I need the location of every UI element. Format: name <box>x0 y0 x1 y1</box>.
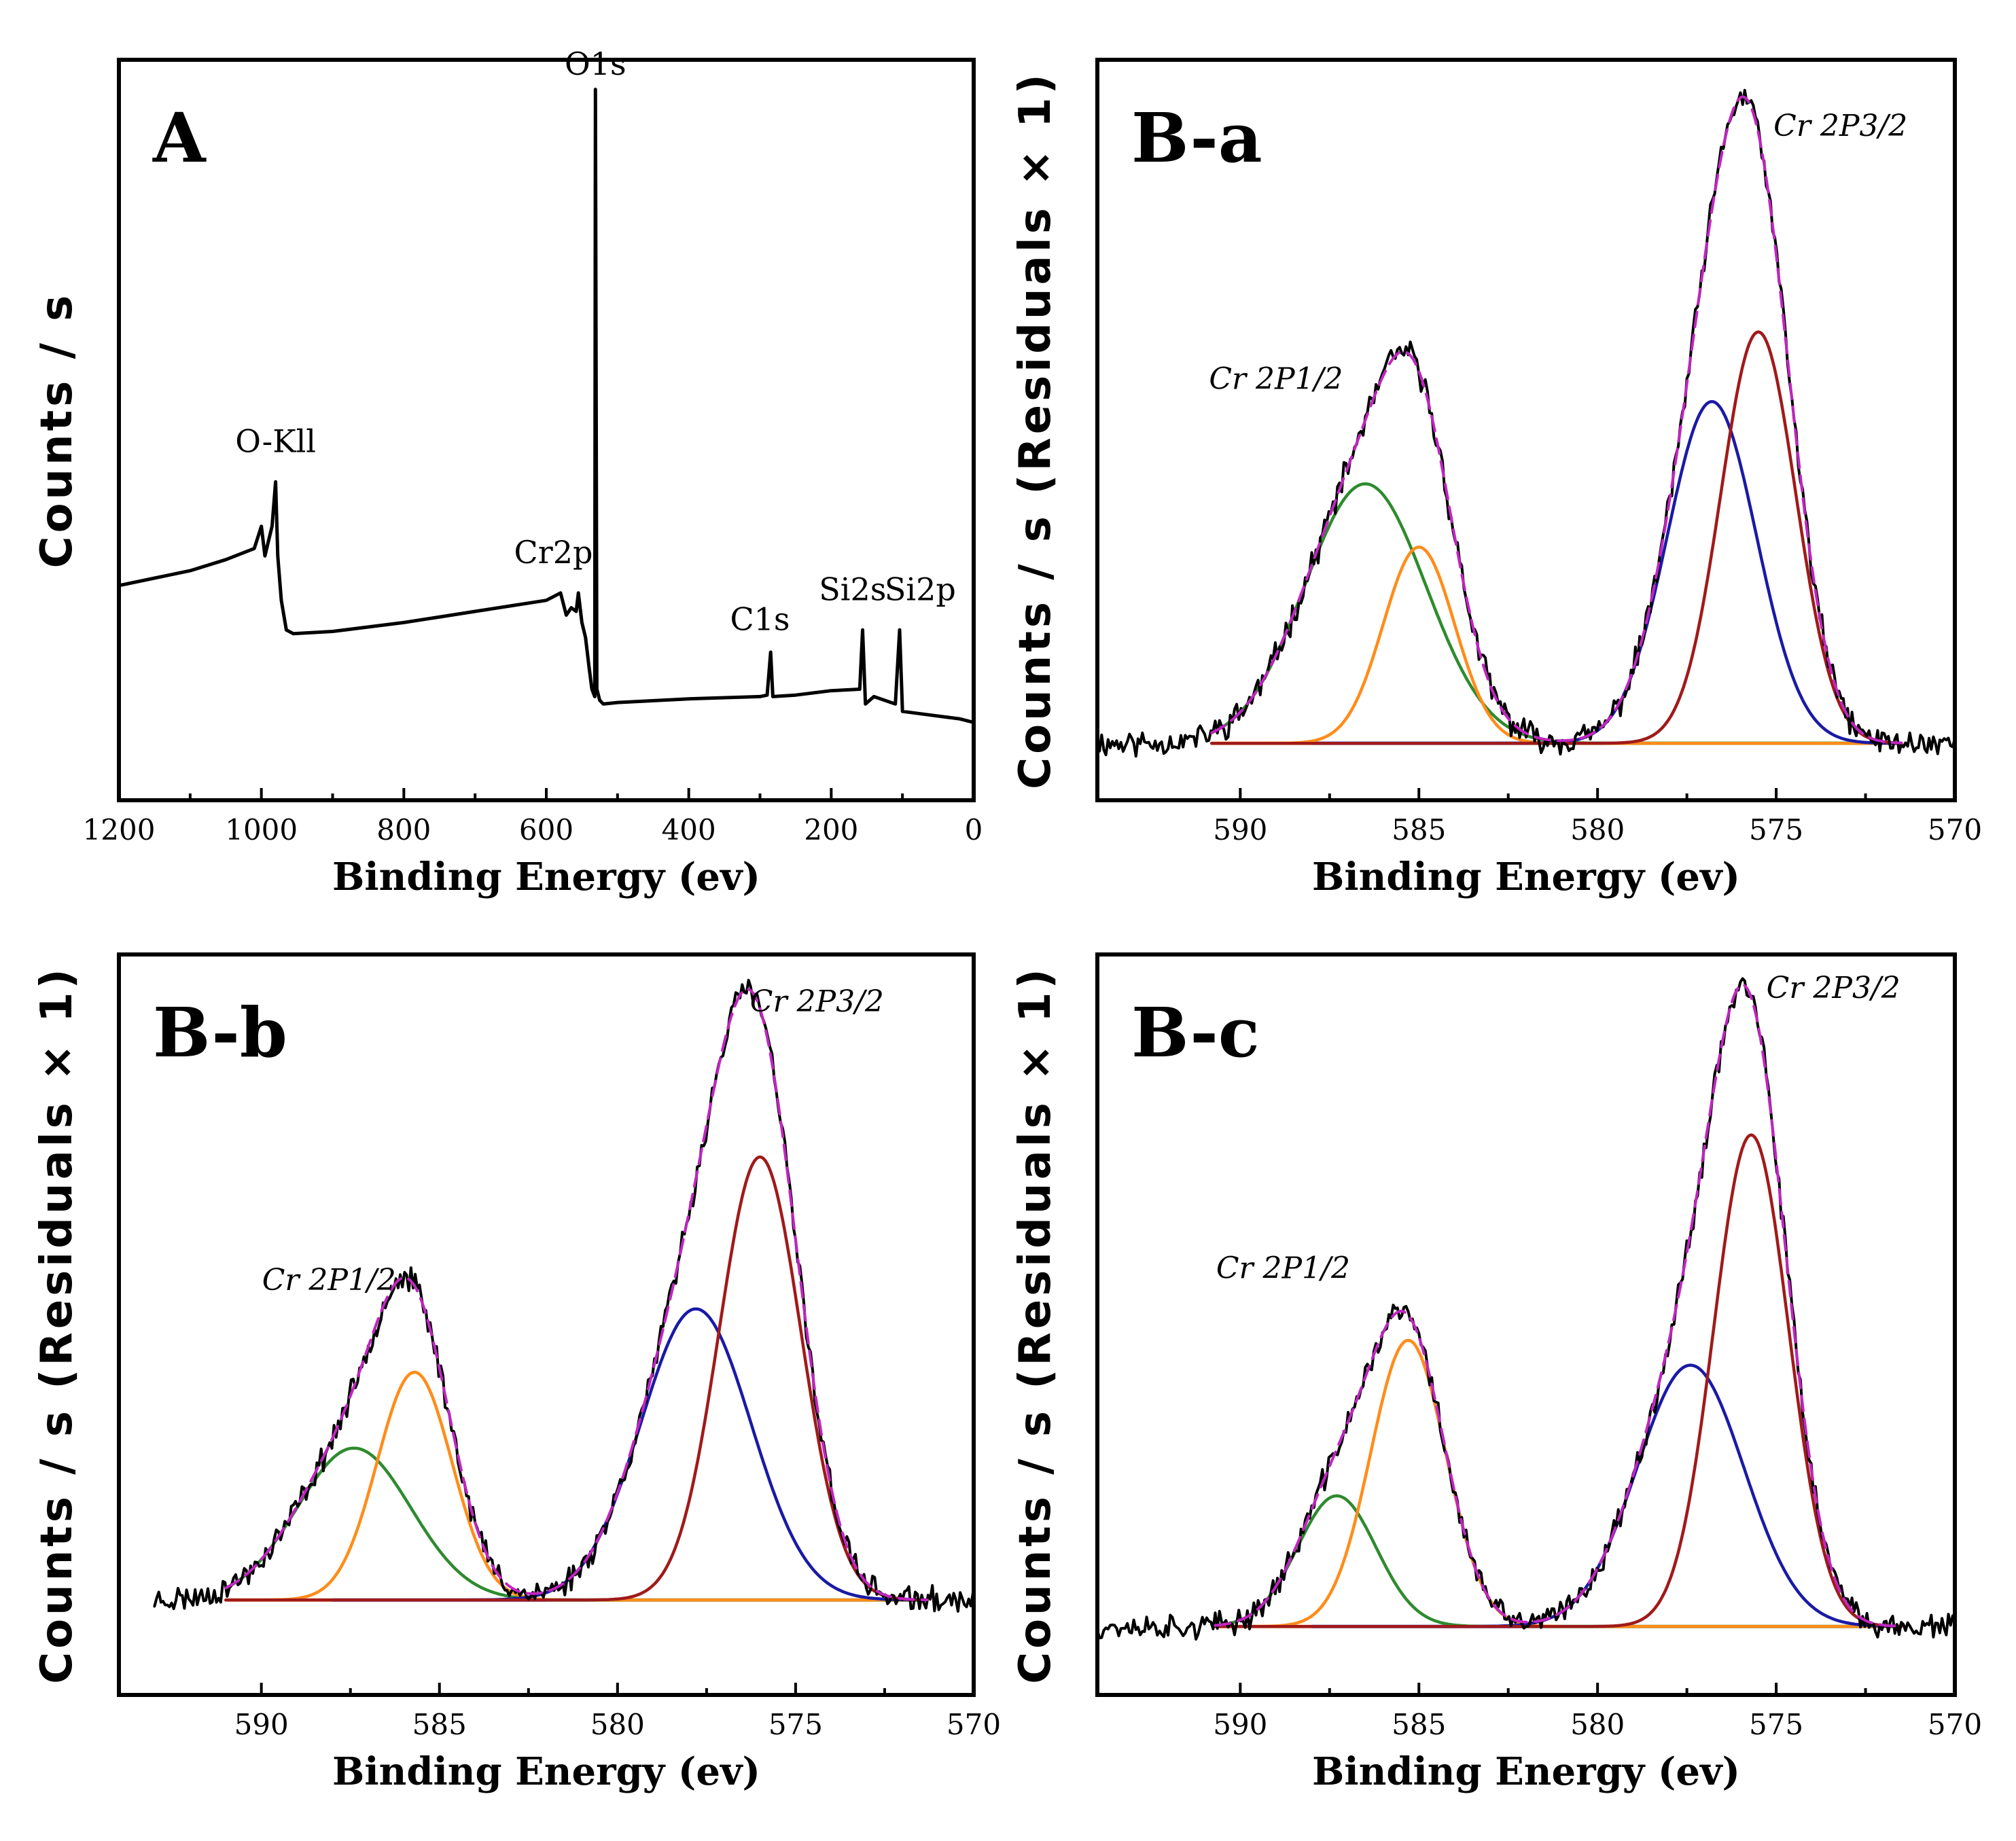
x-tick-label: 600 <box>519 813 573 846</box>
x-tick-label: 570 <box>947 1708 1001 1741</box>
x-tick-label: 1200 <box>83 813 156 846</box>
y-axis-label: Counts / s (Residuals × 1) <box>1010 965 1061 1684</box>
survey-spectrum-line <box>119 88 974 724</box>
x-tick-label: 570 <box>1928 813 1982 846</box>
peak-annotation: Cr 2P3/2 <box>750 984 884 1019</box>
peak-annotation: Cr 2P3/2 <box>1773 109 1907 143</box>
x-tick-label: 580 <box>590 1708 645 1741</box>
x-tick-label: 575 <box>768 1708 823 1741</box>
x-axis-label: Binding Energy (ev) <box>332 855 760 899</box>
x-tick-label: 580 <box>1570 1708 1625 1741</box>
x-tick-label: 1000 <box>225 813 298 846</box>
peak-annotation: O1s <box>565 46 626 82</box>
peak-annotation: Si2p <box>885 571 956 608</box>
panel-frame <box>1095 58 1957 802</box>
panel-label: B-c <box>1131 993 1260 1073</box>
fit-component-peak <box>1214 1133 1903 1628</box>
peak-annotation: Si2s <box>819 571 886 608</box>
panel-b-b: 590 585 580 575 570 Binding Energy (ev) Counts… <box>32 952 1001 1794</box>
fit-component-peak <box>224 1155 930 1602</box>
fit-component-peak <box>1210 546 1903 745</box>
panel-b-a: 590 585 580 575 570 Binding Energy (ev) Counts… <box>1010 58 1982 899</box>
fit-envelope-line <box>224 988 929 1601</box>
plot-area <box>1097 88 1955 758</box>
y-axis-label: Counts / s (Residuals × 1) <box>1010 71 1061 789</box>
peak-annotation: Cr 2P1/2 <box>262 1263 396 1298</box>
x-tick-label: 590 <box>1213 813 1267 846</box>
raw-spectrum-line <box>1097 88 1955 758</box>
x-tick-label: 585 <box>1392 1708 1446 1741</box>
plot-area <box>1097 977 1955 1641</box>
x-tick-label: 585 <box>1392 813 1446 846</box>
y-axis-label: Counts / s <box>32 292 82 569</box>
x-tick-label: 575 <box>1749 813 1803 846</box>
x-axis-label: Binding Energy (ev) <box>332 1749 760 1794</box>
peak-annotation: Cr 2P1/2 <box>1216 1251 1350 1285</box>
panel-frame <box>1095 952 1957 1697</box>
plot-area <box>153 978 974 1613</box>
peak-annotation: Cr2p <box>514 534 593 571</box>
x-tick-label: 200 <box>804 813 858 846</box>
panel-a: 1200 1000 800 600 400 200 0 Binding Energy (ev)… <box>32 46 983 899</box>
panel-b-c: 590 585 580 575 570 Binding Energy (ev) Counts… <box>1010 952 1982 1794</box>
peak-annotation: O-Kll <box>235 423 316 460</box>
peak-annotation: Cr 2P3/2 <box>1767 971 1900 1005</box>
peak-annotation: Cr 2P1/2 <box>1209 361 1343 396</box>
plot-area <box>119 88 974 724</box>
x-tick-label: 575 <box>1749 1708 1803 1741</box>
fit-component-peak <box>1214 1338 1903 1628</box>
fit-component-peak <box>224 1370 930 1602</box>
x-tick-label: 580 <box>1570 813 1625 846</box>
x-tick-label: 585 <box>412 1708 467 1741</box>
x-tick-label: 570 <box>1928 1708 1982 1741</box>
x-tick-label: 590 <box>234 1708 289 1741</box>
panel-label: A <box>152 98 207 178</box>
panel-frame <box>117 952 976 1697</box>
panel-label: B-b <box>153 993 287 1073</box>
x-tick-label: 590 <box>1213 1708 1267 1741</box>
fit-component-peak <box>1214 1494 1903 1628</box>
x-tick-label: 0 <box>965 813 983 846</box>
x-tick-label: 800 <box>376 813 431 846</box>
raw-spectrum-line <box>1097 977 1955 1641</box>
fit-component-peak <box>1210 482 1903 745</box>
x-axis-label: Binding Energy (ev) <box>1312 1749 1740 1794</box>
fit-envelope-line <box>1214 983 1903 1628</box>
x-tick-label: 400 <box>662 813 716 846</box>
panel-label: B-a <box>1131 98 1262 178</box>
fit-envelope-line <box>1210 95 1903 745</box>
peak-annotation: C1s <box>730 601 790 637</box>
y-axis-label: Counts / s (Residuals × 1) <box>32 965 82 1684</box>
x-axis-label: Binding Energy (ev) <box>1312 855 1740 899</box>
